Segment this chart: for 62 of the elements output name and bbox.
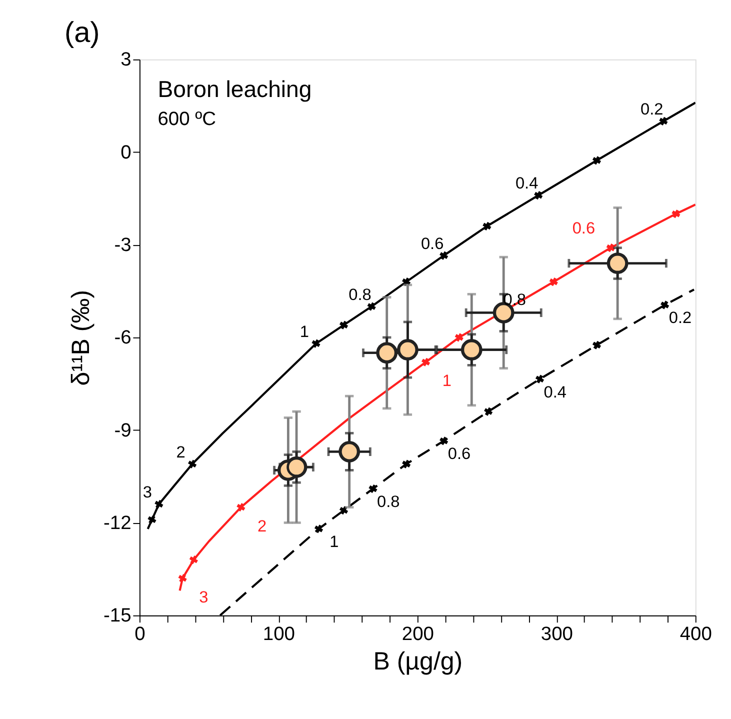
x-tick-label: 300	[540, 624, 573, 645]
annotation: 0.6	[448, 445, 471, 464]
y-tick-label: -12	[104, 512, 132, 534]
annotation: 0.2	[668, 309, 692, 328]
point	[440, 251, 448, 260]
point	[672, 210, 680, 218]
line-series	[178, 204, 696, 592]
x-tick-label: 400	[680, 624, 712, 645]
annotation: 0.2	[640, 100, 664, 118]
point	[606, 244, 615, 252]
chart-title: (a)	[64, 17, 100, 50]
annotation: 3	[142, 483, 152, 502]
point	[484, 407, 493, 416]
x-axis-title: B (µg/g)	[373, 648, 463, 676]
point	[421, 358, 430, 366]
annotation: 1	[330, 533, 339, 552]
x-tick-label: 0	[134, 624, 146, 645]
annotation: 0.8	[376, 493, 400, 512]
annotation: 2	[258, 517, 267, 536]
point	[312, 339, 320, 348]
point	[339, 320, 348, 330]
point	[314, 524, 324, 534]
annotation: 600 ºC	[158, 108, 216, 130]
point	[148, 515, 156, 524]
point	[535, 374, 544, 384]
point	[440, 436, 448, 446]
point	[454, 333, 464, 342]
point	[178, 574, 187, 583]
annotation: 1	[442, 372, 452, 390]
annotation: Boron leaching	[158, 76, 312, 102]
y-tick-label: 3	[120, 50, 132, 71]
point	[339, 506, 348, 515]
annotation: 0.6	[572, 219, 596, 238]
annotation: 0.4	[515, 174, 538, 193]
x-tick-label: 200	[402, 624, 434, 645]
point	[368, 484, 378, 494]
point	[592, 156, 602, 165]
y-axis-title: δ¹¹B (‰)	[67, 290, 96, 386]
point	[660, 300, 670, 310]
point	[189, 555, 198, 564]
annotation: 3	[199, 588, 208, 606]
y-tick-label: -15	[104, 606, 132, 627]
point	[592, 340, 602, 350]
point	[188, 460, 197, 468]
point	[154, 500, 164, 508]
point	[402, 460, 411, 468]
point	[367, 302, 376, 311]
point	[659, 116, 668, 126]
y-tick-label: 0	[120, 142, 132, 164]
x-tick-label: 100	[262, 624, 295, 645]
y-tick-label: -9	[114, 420, 132, 442]
point	[236, 502, 246, 512]
y-tick-label: -6	[114, 328, 132, 349]
y-tick-label: -3	[114, 234, 132, 256]
annotation: 0.6	[420, 234, 444, 253]
annotation: 1	[300, 322, 309, 341]
annotation: 2	[176, 443, 186, 462]
point	[482, 222, 492, 230]
annotation: 0.8	[348, 286, 372, 304]
annotation: 0.4	[544, 383, 567, 402]
point	[534, 191, 543, 200]
point	[549, 278, 558, 286]
